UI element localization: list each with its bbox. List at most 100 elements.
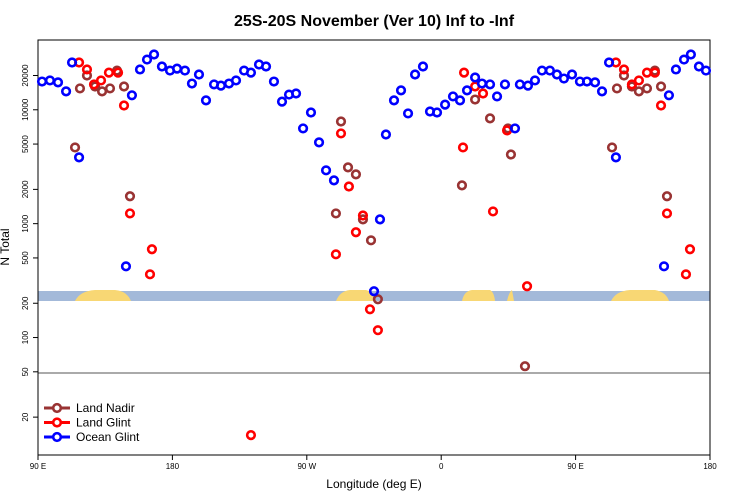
point (395, 85, 407, 96)
point (454, 95, 466, 106)
y-tick-label: 500 (21, 251, 30, 265)
point (521, 281, 533, 292)
point (343, 181, 355, 192)
point (134, 64, 146, 75)
point (458, 67, 470, 78)
point (491, 91, 503, 102)
point (69, 142, 81, 153)
point (95, 75, 107, 86)
legend-marker (51, 402, 63, 414)
point (610, 152, 622, 163)
legend-marker (51, 417, 63, 428)
point (514, 79, 525, 90)
point (81, 70, 93, 81)
y-tick-label: 20000 (21, 64, 30, 87)
point (661, 208, 673, 219)
point (693, 61, 705, 72)
point (661, 191, 673, 202)
point (457, 142, 469, 153)
point (120, 261, 132, 272)
point (484, 113, 496, 124)
point (603, 57, 615, 68)
point (144, 269, 156, 280)
y-tick-label: 2000 (21, 180, 30, 198)
point (589, 77, 601, 88)
point (626, 79, 637, 90)
point (305, 107, 317, 118)
point (476, 78, 488, 89)
point (439, 99, 451, 110)
y-tick-label: 10000 (21, 98, 30, 121)
point (611, 83, 623, 94)
point (328, 175, 340, 186)
point (186, 78, 198, 89)
y-tick-label: 1000 (21, 214, 30, 232)
legend-label: Ocean Glint (76, 430, 140, 444)
y-axis-label: N Total (0, 228, 12, 265)
point (330, 249, 342, 260)
point (103, 67, 115, 78)
point (357, 214, 369, 225)
point (596, 86, 608, 97)
point (118, 100, 130, 111)
point (350, 169, 362, 180)
legend-marker (51, 431, 63, 443)
point (60, 86, 72, 97)
point (276, 96, 288, 107)
point (680, 269, 692, 280)
point (663, 90, 675, 101)
point (193, 69, 205, 80)
point (156, 61, 168, 72)
point (388, 95, 400, 106)
point (477, 88, 489, 99)
x-tick-label: 90 W (297, 462, 316, 471)
point (200, 95, 212, 106)
point (73, 152, 85, 163)
point (678, 54, 690, 65)
point (641, 67, 653, 78)
point (330, 208, 342, 219)
point (684, 244, 696, 255)
point (618, 70, 630, 81)
point (461, 85, 473, 96)
chart-title: 25S-20S November (Ver 10) Inf to -Inf (234, 13, 515, 30)
point (215, 80, 227, 91)
y-tick-label: 20 (21, 412, 30, 421)
legend-label: Land Glint (76, 416, 131, 430)
point (655, 100, 667, 111)
point (320, 165, 332, 176)
point (670, 64, 682, 75)
point (372, 325, 383, 336)
point (179, 65, 191, 76)
y-tick-label: 200 (21, 296, 30, 310)
point (342, 162, 354, 173)
point (700, 65, 712, 76)
point (522, 80, 534, 91)
legend-label: Land Nadir (76, 401, 135, 415)
point (649, 67, 660, 78)
point (365, 235, 377, 246)
point (380, 129, 392, 140)
point (618, 64, 630, 75)
point (374, 214, 386, 225)
point (245, 430, 257, 441)
point (519, 361, 531, 372)
point (88, 79, 100, 90)
y-tick-label: 50 (21, 367, 30, 376)
point (118, 81, 130, 92)
point (685, 49, 696, 60)
point (484, 79, 496, 90)
point (487, 206, 499, 217)
point (52, 77, 64, 88)
point (36, 76, 48, 87)
point (104, 83, 116, 94)
point (74, 83, 86, 94)
point (372, 294, 383, 305)
y-tick-label: 5000 (21, 135, 30, 153)
point (313, 137, 325, 148)
point (297, 123, 309, 134)
point (658, 261, 670, 272)
point (529, 75, 541, 86)
point (558, 73, 570, 84)
point (633, 86, 645, 97)
